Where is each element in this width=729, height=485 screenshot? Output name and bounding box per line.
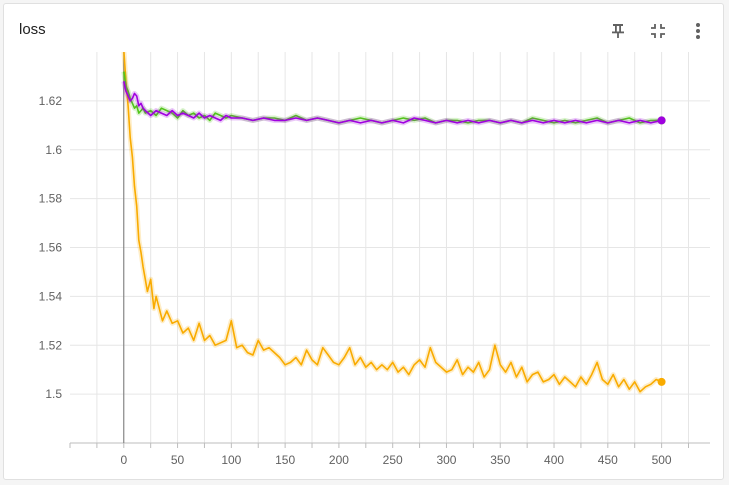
- y-tick-label: 1.54: [39, 289, 63, 303]
- chart-series: [121, 52, 666, 395]
- x-tick-label: 250: [383, 453, 403, 467]
- y-tick-label: 1.56: [39, 241, 63, 255]
- x-tick-label: 100: [221, 453, 241, 467]
- x-tick-label: 150: [275, 453, 295, 467]
- x-tick-label: 350: [490, 453, 510, 467]
- series-line-2: [123, 81, 662, 124]
- fit-domain-button[interactable]: [643, 18, 673, 44]
- y-tick-label: 1.6: [45, 143, 62, 157]
- card-toolbar: [603, 18, 713, 44]
- y-tick-label: 1.58: [39, 192, 63, 206]
- x-tick-label: 400: [544, 453, 564, 467]
- card-title: loss: [19, 21, 46, 38]
- more-options-button[interactable]: [683, 18, 713, 44]
- y-tick-label: 1.52: [39, 338, 63, 352]
- series-end-point-0[interactable]: [657, 377, 666, 386]
- x-tick-label: 0: [120, 453, 127, 467]
- fit-domain-icon: [651, 24, 665, 38]
- x-tick-label: 50: [171, 453, 185, 467]
- x-tick-label: 300: [436, 453, 456, 467]
- y-tick-labels: 1.5 1.52 1.54 1.56 1.58 1.6 1.62: [39, 94, 63, 401]
- y-tick-label: 1.62: [39, 94, 63, 108]
- pin-button[interactable]: [603, 18, 633, 44]
- y-tick-label: 1.5: [45, 387, 62, 401]
- more-vert-icon: [696, 23, 700, 39]
- x-tick-labels: 0 50 100 150 200 250 300 350 400 450 500: [120, 453, 671, 467]
- x-tick-label: 500: [652, 453, 672, 467]
- x-tick-label: 450: [598, 453, 618, 467]
- loss-chart-card: loss: [3, 3, 724, 480]
- chart-axes: [69, 52, 710, 448]
- series-line-0: [123, 52, 662, 393]
- x-tick-label: 200: [329, 453, 349, 467]
- series-end-point-2[interactable]: [657, 116, 666, 125]
- pin-icon: [612, 24, 624, 38]
